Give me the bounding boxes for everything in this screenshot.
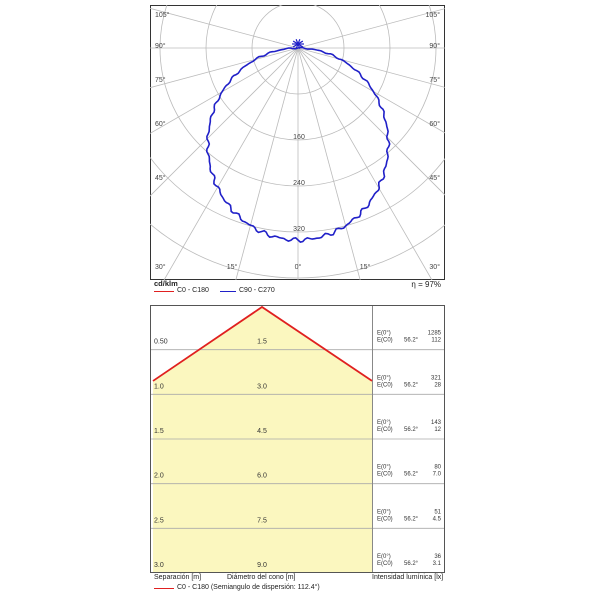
cone-row-lines — [150, 349, 445, 529]
angle-label-right-105: 105° — [426, 11, 441, 19]
row-ec0-value: 28 — [434, 382, 441, 388]
polar-grid-ray — [297, 47, 445, 196]
legend-line-c90-c270 — [220, 291, 236, 292]
polar-grid-ray — [150, 47, 299, 134]
row-e0-value: 36 — [434, 554, 441, 560]
row-ec0-label: E(C0) — [377, 516, 393, 522]
legend-label-c90-c270: C90 - C270 — [239, 287, 275, 294]
cone-diagram: 0.50 1.5 E(0°) 1285 E(C0) 56.2° 112 1.0 3.0 E(0°)… — [150, 305, 445, 573]
row-ec0-angle: 56.2° — [404, 561, 419, 567]
row-distance: 2.5 — [154, 517, 164, 524]
unit-label: cd/klm — [154, 279, 178, 288]
row-ec0-angle: 56.2° — [404, 472, 419, 478]
row-ec0-angle: 56.2° — [404, 382, 419, 388]
row-ec0-angle: 56.2° — [404, 427, 419, 433]
angle-label-left-75: 75° — [155, 76, 166, 84]
row-distance: 1.0 — [154, 383, 164, 390]
radial-label-160: 160 — [293, 134, 305, 141]
row-ec0-value: 7.0 — [433, 472, 442, 478]
polar-grid-ray — [235, 47, 299, 280]
polar-grid-ray — [297, 47, 445, 88]
row-ec0-label: E(C0) — [377, 472, 393, 478]
radial-label-240: 240 — [293, 180, 305, 187]
polar-curve-top-mark — [297, 40, 304, 45]
row-distance: 2.0 — [154, 473, 164, 480]
diameter-axis-label: Diámetro del cono [m] — [227, 574, 296, 581]
efficiency-label: η = 97% — [411, 280, 441, 289]
angle-label-right-90: 90° — [429, 42, 440, 50]
polar-grid-ray — [150, 47, 299, 89]
row-ec0-value: 112 — [431, 338, 441, 344]
row-e0-value: 321 — [431, 375, 442, 381]
cone-frame — [150, 305, 445, 573]
row-diameter: 6.0 — [257, 473, 267, 480]
row-ec0-label: E(C0) — [377, 338, 393, 344]
polar-grid-ray — [163, 47, 299, 280]
polar-grid-ray — [297, 8, 445, 49]
row-e0-value: 1285 — [428, 331, 442, 337]
row-diameter: 4.5 — [257, 428, 267, 435]
cone-legend-line — [154, 588, 174, 589]
row-ec0-angle: 56.2° — [404, 516, 419, 522]
row-ec0-label: E(C0) — [377, 427, 393, 433]
angle-label-right-30: 30° — [429, 263, 440, 271]
row-diameter: 3.0 — [257, 383, 267, 390]
cone-footer: Separación [m] Diámetro del cono [m] Int… — [150, 574, 445, 596]
row-ec0-label: E(C0) — [377, 382, 393, 388]
row-e0-label: E(0°) — [377, 554, 391, 560]
row-e0-label: E(0°) — [377, 509, 391, 515]
row-distance: 3.0 — [154, 562, 164, 569]
angle-label-left-60: 60° — [155, 120, 166, 128]
row-e0-label: E(0°) — [377, 420, 391, 426]
polar-curve-c90-c270 — [205, 46, 391, 243]
legend-line-c0-c180 — [154, 291, 174, 292]
row-e0-value: 80 — [434, 465, 441, 471]
row-e0-label: E(0°) — [377, 331, 391, 337]
angle-label-bottom-15-right: 15° — [360, 263, 371, 271]
row-distance: 1.5 — [154, 428, 164, 435]
polar-grid-ray — [150, 7, 299, 49]
row-e0-value: 51 — [434, 509, 441, 515]
row-ec0-value: 12 — [434, 427, 441, 433]
row-ec0-angle: 56.2° — [404, 338, 419, 344]
row-ec0-label: E(C0) — [377, 561, 393, 567]
polar-grid-ray — [297, 47, 361, 280]
row-diameter: 1.5 — [257, 339, 267, 346]
angle-label-bottom-15-left: 15° — [227, 263, 238, 271]
row-ec0-value: 4.5 — [433, 516, 442, 522]
angle-label-right-45: 45° — [429, 174, 440, 182]
angle-label-left-90: 90° — [155, 42, 166, 50]
row-diameter: 7.5 — [257, 517, 267, 524]
angle-label-bottom-0: 0° — [295, 263, 302, 271]
cone-legend-label: C0 - C180 (Semiangulo de dispersión: 112… — [177, 584, 320, 591]
polar-legend: cd/klm C0 - C180 C90 - C270 η = 97% — [150, 278, 445, 298]
polar-grid-ray — [297, 47, 433, 280]
cone-illuminated-area — [153, 307, 372, 573]
row-diameter: 9.0 — [257, 562, 267, 569]
angle-label-left-30: 30° — [155, 263, 166, 271]
angle-label-right-60: 60° — [429, 120, 440, 128]
angle-label-right-75: 75° — [429, 76, 440, 84]
angle-label-left-45: 45° — [155, 174, 166, 182]
separation-axis-label: Separación [m] — [154, 574, 202, 581]
row-ec0-value: 3.1 — [433, 561, 442, 567]
row-distance: 0.50 — [154, 339, 168, 346]
intensity-axis-label: Intensidad lumínica [lx] — [372, 574, 444, 581]
row-e0-label: E(0°) — [377, 375, 391, 381]
polar-grid-ray — [297, 47, 445, 134]
radial-label-320: 320 — [293, 226, 305, 233]
polar-intensity-chart: 105° 90° 75° 60° 45° 30° 105° 90° 75° 60… — [150, 5, 445, 280]
cone-edge-line — [152, 305, 373, 382]
row-e0-value: 143 — [431, 420, 442, 426]
legend-label-c0-c180: C0 - C180 — [177, 287, 209, 294]
angle-label-left-105: 105° — [155, 11, 170, 19]
polar-grid — [150, 5, 445, 280]
row-e0-label: E(0°) — [377, 465, 391, 471]
polar-grid-ray — [150, 47, 299, 197]
